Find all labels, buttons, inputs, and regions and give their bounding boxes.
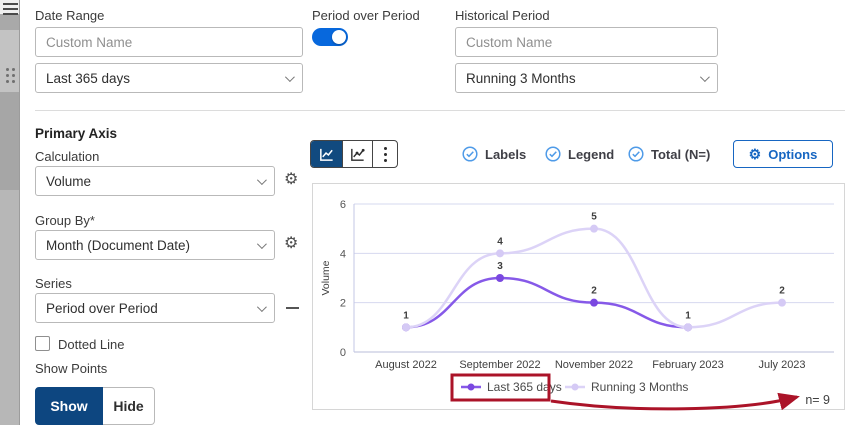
annotation-arrow [550, 392, 800, 411]
chart-more-options-button[interactable] [373, 141, 397, 167]
period-over-period-label: Period over Period [312, 8, 420, 23]
show-points-hide-button[interactable]: Hide [103, 387, 155, 425]
legend-label: Running 3 Months [591, 380, 688, 394]
options-button-label: Options [768, 146, 818, 162]
chevron-down-icon [256, 174, 267, 185]
series-line [405, 276, 689, 329]
line-points-chart-icon [351, 148, 365, 161]
x-tick-label: February 2023 [652, 359, 724, 371]
x-tick-label: July 2023 [758, 359, 805, 371]
group-by-label: Group By* [35, 213, 95, 228]
y-tick-label: 4 [340, 248, 346, 260]
line-points-chart-type-button[interactable] [343, 141, 373, 167]
point-label: 4 [497, 236, 503, 247]
calculation-settings-gear-icon[interactable]: ⚙ [284, 171, 299, 188]
annotation-highlight-box [450, 373, 551, 402]
calculation-dropdown-value: Volume [46, 173, 92, 189]
show-points-label: Show Points [35, 361, 108, 376]
show-points-show-button[interactable]: Show [35, 387, 103, 425]
x-tick-label: September 2022 [459, 359, 540, 371]
options-button[interactable]: ⚙ Options [733, 140, 833, 168]
labels-toggle[interactable]: Labels [462, 146, 526, 162]
historical-period-label: Historical Period [455, 8, 550, 23]
historical-period-dropdown-value: Running 3 Months [466, 70, 576, 86]
point-label: 1 [403, 310, 409, 321]
line-chart-icon [320, 148, 333, 161]
legend-toggle[interactable]: Legend [545, 146, 614, 162]
date-range-custom-name-input[interactable] [35, 27, 303, 57]
remove-series-minus-icon[interactable] [286, 307, 299, 309]
volume-line-chart[interactable]: 0 2 4 6 Volume August 2022 September 2022 Novem… [313, 184, 846, 411]
gear-icon: ⚙ [748, 146, 762, 162]
group-by-settings-gear-icon[interactable]: ⚙ [284, 235, 299, 252]
line-chart-type-button[interactable] [311, 141, 343, 167]
show-points-segmented-control: Show Hide [35, 387, 155, 425]
series-line [405, 227, 783, 329]
labels-toggle-label: Labels [485, 146, 527, 162]
chevron-down-icon [284, 71, 295, 82]
date-range-label: Date Range [35, 8, 105, 23]
calculation-label: Calculation [35, 149, 100, 164]
historical-period-dropdown[interactable]: Running 3 Months [455, 63, 718, 93]
data-point [402, 323, 410, 332]
x-tick-label: November 2022 [555, 359, 633, 371]
point-label: 2 [591, 286, 597, 297]
data-point [778, 298, 786, 307]
total-n-value: n= 9 [805, 393, 830, 407]
x-tick-label: August 2022 [375, 359, 437, 371]
total-n-toggle-label: Total (N=) [651, 146, 711, 162]
group-by-dropdown[interactable]: Month (Document Date) [35, 230, 275, 260]
legend-label: Last 365 days [487, 380, 562, 394]
data-point [684, 323, 692, 332]
date-range-dropdown-value: Last 365 days [46, 70, 131, 86]
check-circle-icon [462, 146, 478, 162]
left-rail [0, 0, 20, 425]
point-label: 2 [779, 286, 785, 297]
vertical-ellipsis-icon [383, 146, 387, 162]
point-label: 5 [591, 212, 597, 223]
primary-axis-title: Primary Axis [35, 126, 118, 141]
section-divider [35, 110, 845, 111]
chart-type-button-group [310, 140, 398, 168]
legend-item[interactable]: Last 365 days [461, 380, 562, 394]
point-label: 3 [497, 261, 503, 272]
y-tick-label: 2 [340, 298, 346, 310]
chevron-down-icon [256, 301, 267, 312]
check-circle-icon [545, 146, 561, 162]
data-point [496, 249, 504, 258]
chevron-down-icon [256, 238, 267, 249]
legend-item[interactable]: Running 3 Months [565, 380, 688, 394]
check-circle-icon [628, 146, 644, 162]
chevron-down-icon [699, 71, 710, 82]
series-dropdown[interactable]: Period over Period [35, 293, 275, 323]
y-tick-label: 0 [340, 347, 346, 359]
series-dropdown-value: Period over Period [46, 300, 158, 316]
hamburger-menu-icon[interactable] [3, 3, 18, 18]
legend-toggle-label: Legend [568, 146, 615, 162]
date-range-dropdown[interactable]: Last 365 days [35, 63, 303, 93]
data-point [590, 298, 598, 307]
data-point [496, 274, 504, 282]
dotted-line-label: Dotted Line [58, 337, 125, 352]
calculation-dropdown[interactable]: Volume [35, 166, 275, 196]
group-by-dropdown-value: Month (Document Date) [46, 237, 191, 253]
historical-period-custom-name-input[interactable] [455, 27, 718, 57]
total-n-toggle[interactable]: Total (N=) [628, 146, 710, 162]
drag-handle-icon[interactable] [6, 68, 15, 83]
chart-panel: 0 2 4 6 Volume August 2022 September 2022 Novem… [312, 183, 846, 411]
period-over-period-toggle[interactable] [312, 28, 348, 46]
dotted-line-checkbox[interactable] [35, 336, 50, 351]
y-axis-title: Volume [320, 260, 332, 295]
data-point [590, 224, 598, 233]
y-tick-label: 6 [340, 199, 346, 211]
series-label: Series [35, 276, 72, 291]
point-label: 1 [685, 310, 691, 321]
